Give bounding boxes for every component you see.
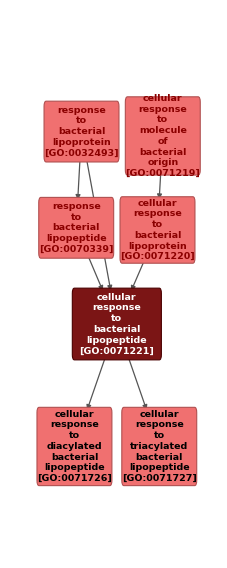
Text: cellular
response
to
bacterial
lipopeptide
[GO:0071221]: cellular response to bacterial lipopepti…: [79, 293, 154, 356]
Text: response
to
bacterial
lipoprotein
[GO:0032493]: response to bacterial lipoprotein [GO:00…: [44, 106, 118, 157]
FancyBboxPatch shape: [119, 197, 194, 263]
FancyBboxPatch shape: [72, 288, 161, 360]
Text: cellular
response
to
bacterial
lipoprotein
[GO:0071220]: cellular response to bacterial lipoprote…: [120, 199, 194, 261]
Text: response
to
bacterial
lipopeptide
[GO:0070339]: response to bacterial lipopeptide [GO:00…: [39, 202, 113, 254]
FancyBboxPatch shape: [125, 97, 199, 175]
FancyBboxPatch shape: [39, 198, 113, 258]
FancyBboxPatch shape: [44, 101, 118, 162]
Text: cellular
response
to
diacylated
bacterial
lipopeptide
[GO:0071726]: cellular response to diacylated bacteria…: [37, 410, 111, 483]
Text: cellular
response
to
molecule
of
bacterial
origin
[GO:0071219]: cellular response to molecule of bacteri…: [125, 94, 199, 178]
FancyBboxPatch shape: [37, 407, 111, 486]
FancyBboxPatch shape: [121, 407, 196, 486]
Text: cellular
response
to
triacylated
bacterial
lipopeptide
[GO:0071727]: cellular response to triacylated bacteri…: [121, 410, 196, 483]
